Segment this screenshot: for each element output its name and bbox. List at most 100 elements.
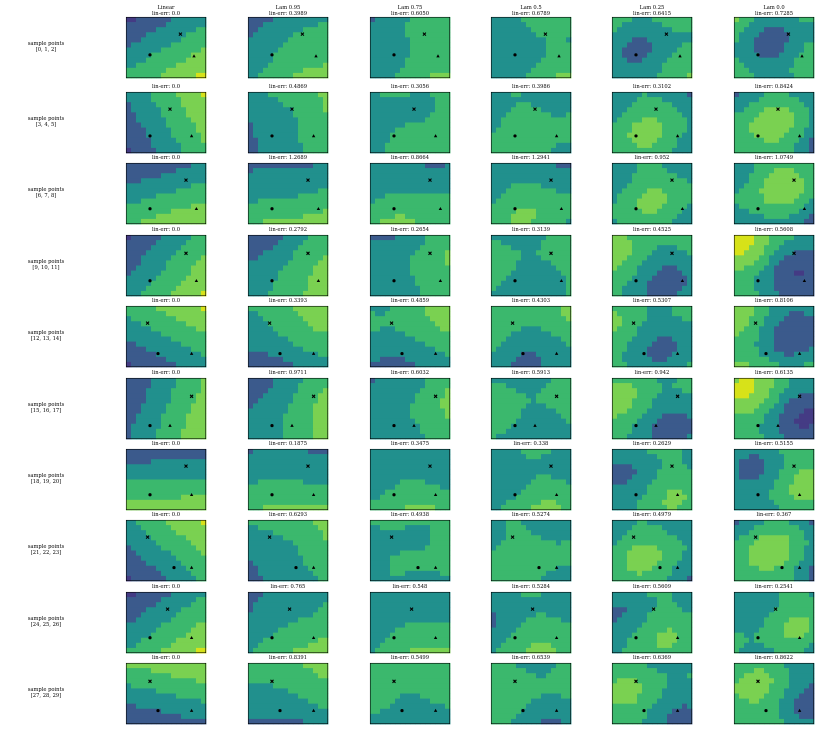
contour-cell: [541, 72, 547, 79]
contour-cell: [380, 235, 386, 241]
contour-cell: [627, 57, 633, 64]
contour-cell: [186, 255, 192, 261]
contour-cell: [308, 107, 314, 113]
contour-cell: [375, 142, 381, 149]
contour-cell: [308, 270, 314, 277]
contour-cell: [687, 107, 693, 113]
contour-cell: [303, 132, 309, 139]
contour-cell: [769, 47, 775, 53]
contour-cell: [551, 275, 557, 282]
contour-cell: [201, 163, 207, 169]
contour-cell: [445, 203, 451, 210]
contour-cell: [248, 67, 254, 74]
panel-lin-err: lin-err: 0.1875: [269, 441, 307, 447]
contour-cell: [617, 37, 623, 43]
contour-cell: [682, 240, 688, 246]
contour-cell: [176, 22, 182, 28]
contour-cell: [268, 122, 274, 128]
contour-cell: [293, 22, 299, 28]
contour-cell: [420, 127, 426, 134]
contour-cell: [672, 47, 678, 53]
contour-cell: [410, 255, 416, 261]
contour-cell: [430, 245, 436, 251]
contour-cell: [171, 147, 177, 154]
contour-cell: [774, 62, 780, 69]
contour-cell: [541, 265, 547, 271]
contour-cell: [166, 218, 172, 225]
contour-cell: [652, 213, 658, 220]
contour-cell: [566, 173, 572, 179]
contour-cell: [531, 27, 537, 33]
contour-cell: [181, 62, 187, 69]
contour-cell: [146, 62, 152, 69]
contour-cell: [445, 265, 451, 271]
contour-cell: [126, 341, 132, 348]
contour-cell: [288, 57, 294, 64]
contour-cell: [435, 132, 441, 139]
contour-cell: [186, 163, 192, 169]
contour-cell: [263, 47, 269, 53]
contour-cell: [809, 235, 815, 241]
contour-cell: [313, 102, 319, 108]
contour-cell: [288, 178, 294, 184]
contour-cell: [268, 235, 274, 241]
contour-cell: [526, 97, 532, 103]
contour-cell: [166, 316, 172, 322]
contour-cell: [566, 270, 572, 277]
contour-cell: [687, 97, 693, 103]
contour-cell: [657, 285, 663, 292]
contour-cell: [496, 72, 502, 79]
contour-cell: [298, 270, 304, 277]
contour-cell: [385, 245, 391, 251]
contour-cell: [258, 117, 264, 123]
contour-cell: [253, 137, 259, 144]
contour-cell: [181, 213, 187, 220]
contour-cell: [566, 117, 572, 123]
contour-cell: [754, 218, 760, 225]
contour-cell: [511, 183, 517, 189]
contour-cell: [268, 137, 274, 144]
contour-cell: [627, 168, 633, 174]
contour-cell: [196, 47, 202, 53]
contour-cell: [258, 67, 264, 74]
contour-cell: [779, 245, 785, 251]
contour-cell: [410, 42, 416, 48]
contour-cell: [647, 188, 653, 194]
contour-cell: [662, 67, 668, 74]
contour-cell: [380, 147, 386, 154]
contour-cell: [248, 122, 254, 128]
contour-cell: [784, 218, 790, 225]
contour-cell: [652, 178, 658, 184]
contour-cell: [784, 147, 790, 154]
contour-cell: [400, 72, 406, 79]
contour-cell: [759, 168, 765, 174]
contour-cell: [186, 137, 192, 144]
contour-cell: [642, 147, 648, 154]
contour-cell: [652, 198, 658, 205]
contour-cell: [561, 102, 567, 108]
contour-cell: [308, 240, 314, 246]
contour-cell: [516, 27, 522, 33]
contour-cell: [622, 183, 628, 189]
contour-cell: [318, 112, 324, 118]
contour-cell: [809, 260, 815, 266]
contour-cell: [405, 107, 411, 113]
contour-cell: [744, 42, 750, 48]
contour-cell: [283, 208, 289, 215]
contour-cell: [561, 37, 567, 43]
panel-lin-err: lin-err: 0.952: [634, 155, 670, 161]
contour-cell: [491, 270, 497, 277]
contour-cell: [395, 255, 401, 261]
contour-cell: [430, 52, 436, 59]
contour-cell: [445, 270, 451, 277]
contour-cell: [799, 280, 805, 287]
contour-cell: [323, 27, 329, 33]
contour-cell: [375, 67, 381, 74]
contour-cell: [749, 37, 755, 43]
contour-cell: [161, 97, 167, 103]
contour-cell: [556, 32, 562, 38]
contour-cell: [161, 57, 167, 64]
contour-cell: [809, 122, 815, 128]
contour-cell: [491, 92, 497, 98]
contour-cell: [744, 255, 750, 261]
